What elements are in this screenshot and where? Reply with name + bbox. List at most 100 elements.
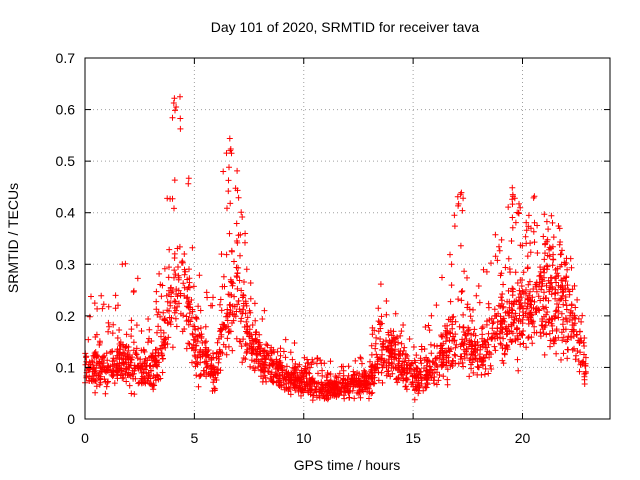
- data-point: [517, 204, 524, 211]
- data-point: [187, 318, 194, 325]
- data-point: [519, 332, 526, 339]
- data-point: [218, 251, 225, 258]
- data-point: [128, 317, 135, 324]
- data-point: [195, 303, 202, 310]
- data-point: [547, 337, 554, 344]
- data-point: [574, 348, 581, 354]
- data-point: [469, 317, 476, 324]
- data-point: [247, 280, 254, 286]
- data-point: [383, 298, 390, 304]
- data-point: [502, 345, 509, 352]
- data-point: [130, 287, 137, 294]
- data-point: [184, 294, 191, 301]
- data-point: [177, 310, 184, 317]
- data-point: [313, 360, 320, 367]
- data-point: [548, 274, 555, 281]
- data-point: [581, 335, 588, 341]
- data-point: [168, 315, 175, 321]
- data-point: [523, 286, 529, 293]
- data-point: [363, 378, 370, 385]
- data-point: [428, 350, 435, 357]
- data-point: [194, 354, 201, 361]
- data-point: [494, 325, 501, 332]
- data-point: [130, 370, 137, 377]
- data-point: [224, 335, 231, 342]
- data-point: [369, 364, 375, 371]
- data-point: [247, 363, 254, 370]
- data-point: [319, 381, 326, 388]
- data-point: [540, 295, 547, 302]
- data-point: [163, 292, 170, 299]
- data-point: [324, 396, 331, 403]
- data-point: [165, 274, 172, 281]
- data-point: [225, 177, 232, 184]
- data-point: [133, 322, 140, 329]
- data-point: [182, 268, 189, 275]
- data-point: [413, 377, 420, 384]
- data-point: [406, 336, 413, 342]
- data-point: [503, 331, 510, 338]
- data-point: [340, 384, 347, 391]
- data-point: [463, 351, 470, 358]
- data-point: [161, 265, 168, 272]
- data-point: [428, 312, 435, 319]
- data-point: [512, 310, 519, 317]
- data-point: [542, 240, 549, 247]
- data-point: [153, 362, 160, 369]
- data-point: [105, 303, 112, 310]
- data-point: [466, 306, 473, 313]
- data-point: [478, 325, 485, 332]
- data-point: [242, 239, 248, 246]
- data-point: [204, 294, 211, 301]
- data-point: [452, 352, 459, 359]
- data-point: [244, 314, 251, 321]
- data-point: [532, 309, 539, 316]
- data-point: [553, 273, 560, 280]
- data-point: [486, 317, 493, 323]
- data-point: [385, 329, 392, 336]
- data-point: [242, 356, 249, 363]
- data-point: [336, 370, 343, 377]
- data-point: [512, 269, 519, 276]
- data-point: [340, 377, 347, 383]
- data-point: [520, 269, 527, 276]
- data-point: [169, 344, 176, 351]
- data-point: [99, 369, 106, 375]
- data-point: [534, 222, 541, 229]
- data-point: [488, 351, 494, 358]
- data-point: [390, 347, 397, 354]
- data-point: [319, 372, 326, 379]
- data-point: [219, 350, 226, 357]
- data-point: [440, 340, 447, 347]
- data-point: [466, 337, 473, 344]
- data-point: [546, 288, 553, 295]
- data-point: [575, 337, 582, 344]
- data-point: [175, 264, 181, 270]
- data-point: [152, 374, 159, 381]
- data-point: [564, 355, 571, 362]
- data-point: [147, 381, 154, 388]
- data-point: [443, 359, 450, 366]
- data-point: [97, 379, 104, 386]
- data-point: [568, 264, 575, 271]
- data-point: [299, 370, 306, 377]
- data-point: [189, 331, 196, 338]
- data-point: [447, 316, 454, 323]
- data-point: [366, 395, 372, 402]
- data-point: [564, 346, 571, 353]
- data-point: [195, 325, 202, 332]
- data-point: [578, 359, 585, 366]
- data-point: [499, 357, 506, 364]
- data-point: [496, 243, 502, 250]
- data-point: [128, 326, 135, 333]
- data-point: [544, 309, 551, 315]
- data-point: [460, 329, 467, 335]
- data-point: [153, 361, 160, 368]
- data-point: [515, 210, 522, 217]
- data-point: [368, 351, 375, 358]
- data-point: [400, 322, 407, 328]
- data-point: [498, 236, 505, 243]
- data-point: [138, 364, 145, 370]
- data-point: [489, 325, 496, 332]
